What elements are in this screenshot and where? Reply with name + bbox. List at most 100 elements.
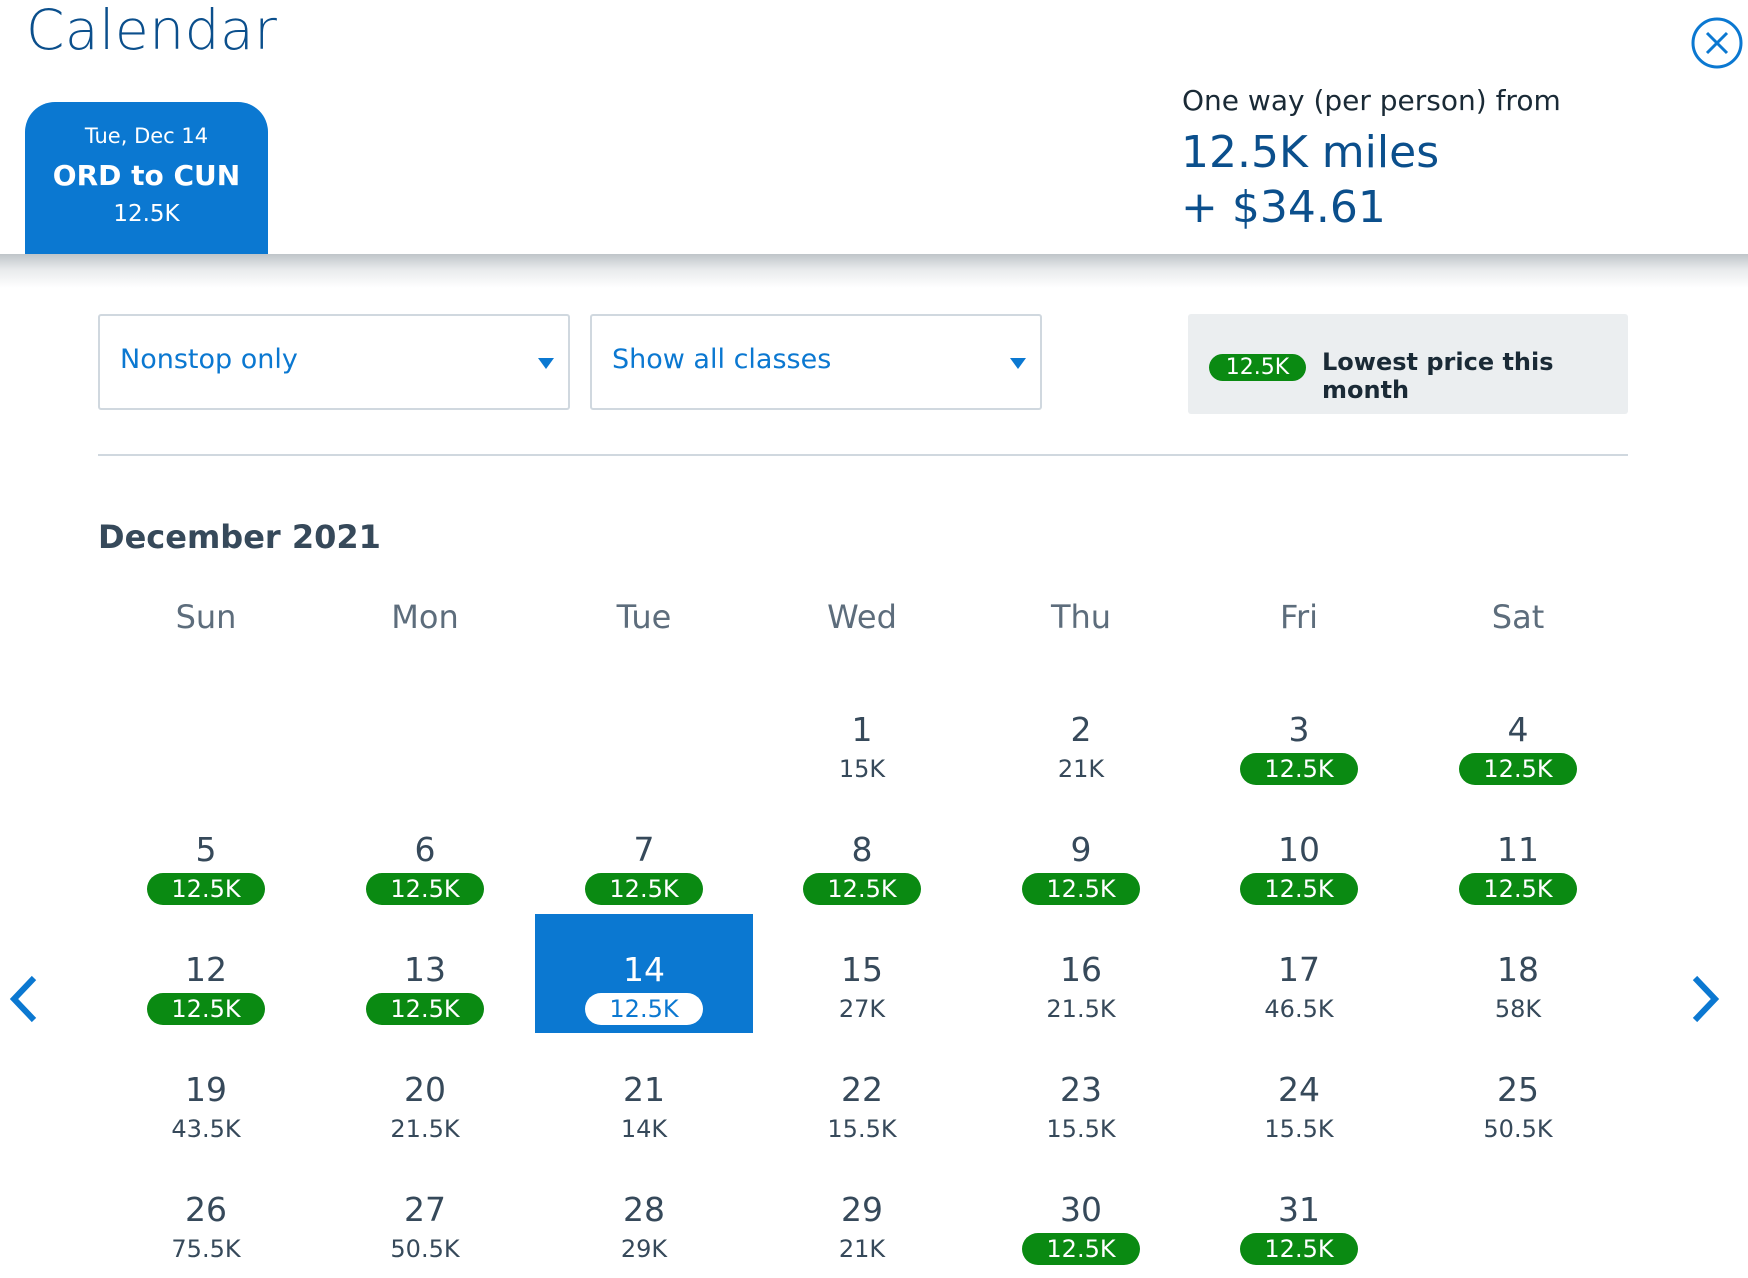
- lowest-price-badge: 12.5K: [1022, 873, 1140, 905]
- day-price: 21K: [838, 1235, 886, 1263]
- day-number: 7: [633, 830, 655, 869]
- calendar-day-3[interactable]: 3 12.5K: [1190, 674, 1408, 793]
- day-number: 23: [1060, 1070, 1102, 1109]
- calendar-day-26[interactable]: 26 75.5K: [97, 1154, 315, 1273]
- legend-price-pill: 12.5K: [1209, 354, 1306, 381]
- weekday-wed: Wed: [827, 598, 897, 636]
- day-number: 14: [623, 950, 665, 989]
- header-shadow: [0, 254, 1748, 288]
- lowest-price-badge: 12.5K: [1240, 873, 1358, 905]
- lowest-price-badge: 12.5K: [1240, 753, 1358, 785]
- day-number: 12: [185, 950, 227, 989]
- day-price: 50.5K: [1483, 1115, 1553, 1143]
- calendar-day-2[interactable]: 2 21K: [972, 674, 1190, 793]
- day-number: 8: [851, 830, 873, 869]
- lowest-price-badge: 12.5K: [1459, 753, 1577, 785]
- day-number: 20: [404, 1070, 446, 1109]
- flight-price: 12.5K: [113, 201, 180, 227]
- lowest-price-badge: 12.5K: [1022, 1233, 1140, 1265]
- lowest-price-badge: 12.5K: [147, 873, 265, 905]
- calendar-day-4[interactable]: 4 12.5K: [1409, 674, 1627, 793]
- calendar-day-9[interactable]: 9 12.5K: [972, 794, 1190, 913]
- calendar-day-15[interactable]: 15 27K: [753, 914, 971, 1033]
- fare-caption: One way (per person) from: [1182, 84, 1561, 117]
- flight-route: ORD to CUN: [52, 159, 241, 192]
- calendar-day-30[interactable]: 30 12.5K: [972, 1154, 1190, 1273]
- calendar-day-18[interactable]: 18 58K: [1409, 914, 1627, 1033]
- calendar-day-14[interactable]: 14 12.5K: [535, 914, 753, 1033]
- calendar-day-25[interactable]: 25 50.5K: [1409, 1034, 1627, 1153]
- day-number: 30: [1060, 1190, 1102, 1229]
- month-label: December 2021: [98, 518, 381, 556]
- calendar-day-24[interactable]: 24 15.5K: [1190, 1034, 1408, 1153]
- fare-miles: 12.5K miles: [1181, 127, 1440, 178]
- day-price: 46.5K: [1264, 995, 1334, 1023]
- cabin-filter-select[interactable]: Show all classes: [590, 314, 1042, 410]
- day-price: 21.5K: [390, 1115, 460, 1143]
- calendar-day-23[interactable]: 23 15.5K: [972, 1034, 1190, 1153]
- caret-down-icon: [1010, 358, 1026, 369]
- stops-filter-value: Nonstop only: [120, 344, 298, 375]
- day-number: 26: [185, 1190, 227, 1229]
- day-price: 15.5K: [1264, 1115, 1334, 1143]
- cabin-filter-value: Show all classes: [612, 344, 832, 375]
- calendar-day-12[interactable]: 12 12.5K: [97, 914, 315, 1033]
- calendar-day-1[interactable]: 1 15K: [753, 674, 971, 793]
- day-number: 21: [623, 1070, 665, 1109]
- calendar-day-10[interactable]: 10 12.5K: [1190, 794, 1408, 913]
- lowest-price-badge: 12.5K: [803, 873, 921, 905]
- previous-month-button[interactable]: [2, 966, 46, 1032]
- calendar-day-31[interactable]: 31 12.5K: [1190, 1154, 1408, 1273]
- fare-cash: + $34.61: [1181, 182, 1386, 233]
- weekday-sat: Sat: [1491, 598, 1545, 636]
- calendar-day-13[interactable]: 13 12.5K: [316, 914, 534, 1033]
- day-number: 1: [851, 710, 873, 749]
- calendar-day-11[interactable]: 11 12.5K: [1409, 794, 1627, 913]
- calendar-day-6[interactable]: 6 12.5K: [316, 794, 534, 913]
- next-month-button[interactable]: [1683, 966, 1727, 1032]
- day-number: 2: [1070, 710, 1092, 749]
- lowest-price-badge: 12.5K: [147, 993, 265, 1025]
- day-number: 11: [1497, 830, 1539, 869]
- calendar-day-28[interactable]: 28 29K: [535, 1154, 753, 1273]
- day-price: 43.5K: [171, 1115, 241, 1143]
- calendar-day-22[interactable]: 22 15.5K: [753, 1034, 971, 1153]
- calendar-day-21[interactable]: 21 14K: [535, 1034, 753, 1153]
- lowest-price-badge: 12.5K: [366, 873, 484, 905]
- calendar-day-16[interactable]: 16 21.5K: [972, 914, 1190, 1033]
- calendar-day-19[interactable]: 19 43.5K: [97, 1034, 315, 1153]
- day-price: 21.5K: [1046, 995, 1116, 1023]
- close-button[interactable]: [1690, 16, 1744, 70]
- weekday-tue: Tue: [616, 598, 672, 636]
- weekday-mon: Mon: [391, 598, 459, 636]
- calendar-day-29[interactable]: 29 21K: [753, 1154, 971, 1273]
- calendar-day-5[interactable]: 5 12.5K: [97, 794, 315, 913]
- page-title: Calendar: [26, 0, 278, 62]
- legend-label: Lowest price this month: [1322, 348, 1554, 404]
- chevron-right-icon: [1692, 975, 1720, 1023]
- day-price: 27K: [838, 995, 886, 1023]
- selected-flight-tab[interactable]: Tue, Dec 14 ORD to CUN 12.5K: [25, 102, 268, 254]
- day-number: 25: [1497, 1070, 1539, 1109]
- stops-filter-select[interactable]: Nonstop only: [98, 314, 570, 410]
- lowest-price-legend: 12.5K Lowest price this month: [1188, 314, 1628, 414]
- chevron-left-icon: [9, 975, 37, 1023]
- day-price: 75.5K: [171, 1235, 241, 1263]
- calendar-day-27[interactable]: 27 50.5K: [316, 1154, 534, 1273]
- close-circle-icon: [1691, 17, 1743, 69]
- day-number: 24: [1278, 1070, 1320, 1109]
- calendar-day-20[interactable]: 20 21.5K: [316, 1034, 534, 1153]
- lowest-price-badge: 12.5K: [366, 993, 484, 1025]
- day-number: 6: [414, 830, 436, 869]
- lowest-price-badge: 12.5K: [1459, 873, 1577, 905]
- day-number: 15: [841, 950, 883, 989]
- day-number: 29: [841, 1190, 883, 1229]
- day-price: 15K: [838, 755, 886, 783]
- calendar-day-7[interactable]: 7 12.5K: [535, 794, 753, 913]
- weekday-sun: Sun: [175, 598, 237, 636]
- day-price: 14K: [620, 1115, 668, 1143]
- calendar-day-8[interactable]: 8 12.5K: [753, 794, 971, 913]
- day-price: 15.5K: [827, 1115, 897, 1143]
- calendar-day-17[interactable]: 17 46.5K: [1190, 914, 1408, 1033]
- day-price: 15.5K: [1046, 1115, 1116, 1143]
